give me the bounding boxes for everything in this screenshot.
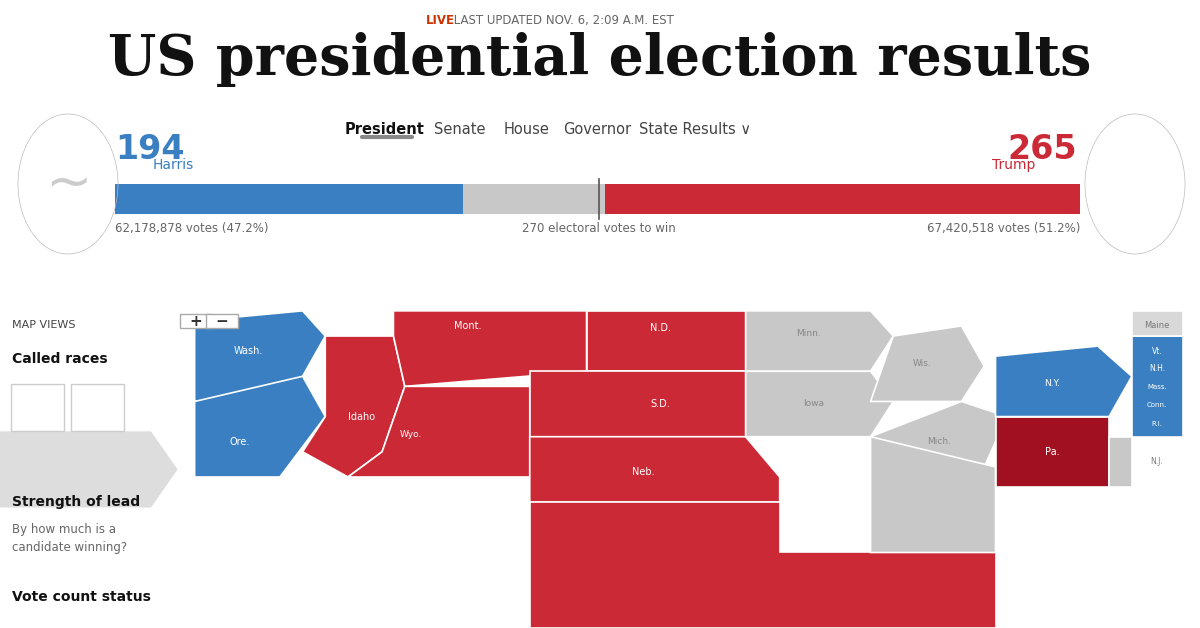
Text: 194: 194 [115, 133, 185, 166]
Text: Senate: Senate [434, 122, 486, 137]
Text: Conn.: Conn. [1147, 403, 1166, 408]
Text: 265: 265 [1007, 133, 1078, 166]
Polygon shape [529, 436, 780, 502]
Text: N.Y.: N.Y. [1044, 379, 1061, 388]
Text: +: + [190, 314, 202, 329]
Polygon shape [870, 401, 1007, 467]
Polygon shape [0, 431, 178, 507]
Bar [463, 184, 605, 214]
Polygon shape [996, 346, 1132, 416]
Text: US presidential election results: US presidential election results [108, 32, 1092, 87]
Text: Pa.: Pa. [1045, 447, 1060, 457]
Text: Trump: Trump [991, 158, 1034, 172]
Polygon shape [870, 436, 996, 553]
Text: ~: ~ [44, 157, 91, 211]
Bar [206, 315, 238, 328]
Polygon shape [1109, 436, 1132, 487]
Polygon shape [394, 311, 587, 386]
Polygon shape [1132, 311, 1183, 336]
Text: Strength of lead: Strength of lead [12, 495, 140, 509]
Text: 62,178,878 votes (47.2%): 62,178,878 votes (47.2%) [115, 222, 269, 235]
Text: LIVE: LIVE [426, 14, 455, 27]
Text: Minn.: Minn. [796, 329, 821, 338]
Bar [605, 184, 1080, 214]
Text: By how much is a
candidate winning?: By how much is a candidate winning? [12, 523, 127, 555]
Text: Called races: Called races [12, 352, 108, 366]
Text: Neb.: Neb. [632, 467, 655, 477]
Text: −: − [216, 314, 228, 329]
Polygon shape [587, 311, 745, 371]
Text: 270 electoral votes to win: 270 electoral votes to win [522, 222, 676, 235]
Polygon shape [745, 371, 893, 436]
Text: R.I.: R.I. [1151, 421, 1163, 427]
Polygon shape [194, 376, 325, 477]
Text: N.D.: N.D. [650, 323, 671, 333]
Bar [71, 384, 125, 431]
Text: Wash.: Wash. [233, 346, 263, 356]
Text: Mont.: Mont. [454, 321, 481, 331]
Polygon shape [870, 326, 984, 401]
Text: N.H.: N.H. [1148, 364, 1165, 373]
Text: 67,420,518 votes (51.2%): 67,420,518 votes (51.2%) [926, 222, 1080, 235]
Polygon shape [745, 311, 893, 371]
Text: LAST UPDATED NOV. 6, 2:09 A.M. EST: LAST UPDATED NOV. 6, 2:09 A.M. EST [450, 14, 674, 27]
Polygon shape [1132, 336, 1183, 436]
Text: House: House [504, 122, 550, 137]
Text: State Results ∨: State Results ∨ [638, 122, 751, 137]
Polygon shape [348, 386, 529, 477]
Text: Ore.: Ore. [230, 436, 251, 447]
Polygon shape [302, 336, 404, 477]
Polygon shape [529, 371, 745, 436]
Bar [115, 184, 463, 214]
Text: N.J.: N.J. [1151, 457, 1163, 467]
Text: Idaho: Idaho [348, 411, 376, 421]
Text: President: President [346, 122, 425, 137]
Polygon shape [194, 311, 325, 401]
Bar [180, 315, 211, 328]
Bar [11, 384, 64, 431]
Text: Maine: Maine [1144, 322, 1170, 330]
Text: S.D.: S.D. [650, 399, 671, 409]
Polygon shape [529, 502, 996, 628]
Polygon shape [996, 416, 1109, 487]
Text: Vote count status: Vote count status [12, 590, 151, 604]
Text: Mass.: Mass. [1147, 384, 1166, 391]
Text: Mich.: Mich. [926, 437, 950, 447]
Text: Wyo.: Wyo. [400, 430, 421, 439]
Text: Wis.: Wis. [912, 359, 931, 368]
Text: Vt.: Vt. [1152, 347, 1163, 355]
Text: Governor: Governor [563, 122, 631, 137]
Text: Harris: Harris [154, 158, 194, 172]
Text: Iowa: Iowa [803, 399, 824, 408]
Text: MAP VIEWS: MAP VIEWS [12, 320, 76, 330]
